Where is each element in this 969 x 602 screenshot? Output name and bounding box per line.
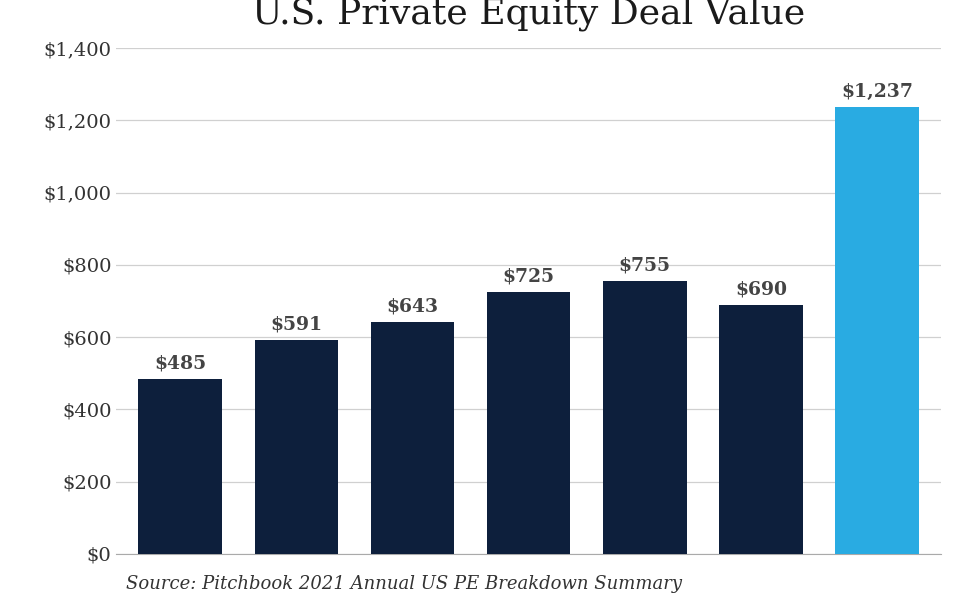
Text: $1,237: $1,237 [840, 82, 912, 101]
Bar [370, 321, 453, 554]
Bar [834, 107, 918, 554]
Bar [139, 379, 222, 554]
Title: U.S. Private Equity Deal Value: U.S. Private Equity Deal Value [252, 0, 804, 31]
Bar [603, 281, 686, 554]
Text: $725: $725 [502, 267, 554, 285]
Text: $591: $591 [270, 316, 322, 334]
Text: $485: $485 [154, 354, 206, 372]
Text: $755: $755 [618, 256, 671, 275]
Bar [254, 340, 338, 554]
Text: Source: Pitchbook 2021 Annual US PE Breakdown Summary: Source: Pitchbook 2021 Annual US PE Brea… [126, 575, 681, 593]
Text: $690: $690 [735, 280, 786, 298]
Text: $643: $643 [386, 297, 438, 315]
Bar [486, 292, 570, 554]
Bar [718, 305, 802, 554]
